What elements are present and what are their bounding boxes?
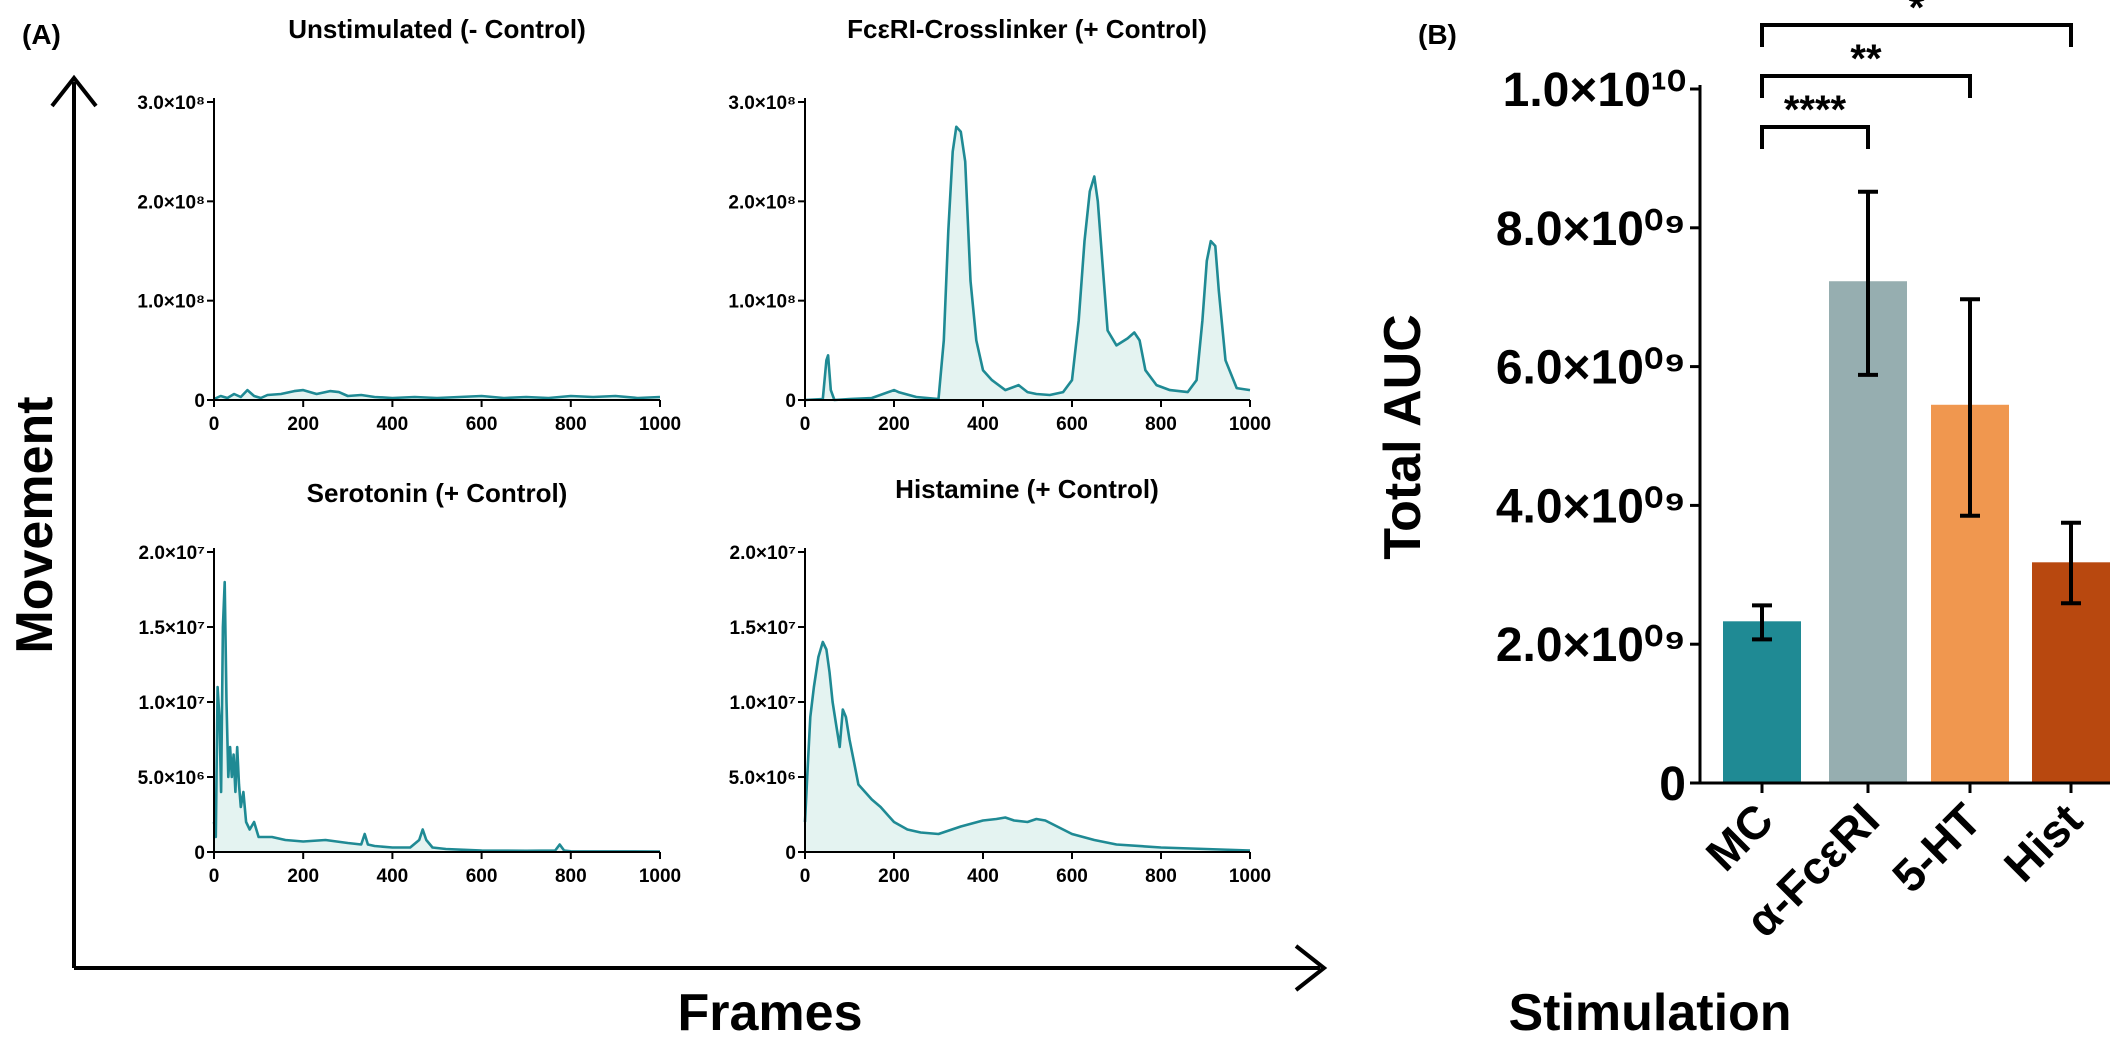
x-tick-label: 0 <box>209 414 220 435</box>
frames-axis-label: Frames <box>678 984 863 1042</box>
y-tick-label: 3.0×10⁸ <box>728 93 796 114</box>
subplot-title: Serotonin (+ Control) <box>307 478 568 508</box>
y-tick-label: 1.0×10⁸ <box>137 292 205 313</box>
y-tick-label: 3.0×10⁸ <box>137 93 205 114</box>
total-auc-axis-label: Total AUC <box>1374 314 1432 560</box>
x-tick-label: 1000 <box>1229 866 1271 887</box>
category-label: MC <box>1696 793 1783 880</box>
y-tick-label: 6.0×10⁰⁹ <box>1496 342 1686 395</box>
movement-line <box>803 640 1251 852</box>
subplot-title: FcεRI-Crosslinker (+ Control) <box>847 14 1207 44</box>
y-tick-label: 0 <box>785 391 796 412</box>
movement-area <box>805 642 1250 852</box>
y-tick-label: 5.0×10⁶ <box>729 768 796 789</box>
movement-line <box>804 125 1251 402</box>
x-tick-label: 1000 <box>1229 414 1271 435</box>
x-tick-label: 600 <box>466 866 498 887</box>
stimulation-axis-label: Stimulation <box>1508 984 1791 1042</box>
x-tick-label: 0 <box>209 866 220 887</box>
y-tick-label: 1.5×10⁷ <box>730 618 797 639</box>
y-tick-label: 8.0×10⁰⁹ <box>1496 203 1686 256</box>
significance-label: **** <box>1784 88 1847 132</box>
panel-a-label: (A) <box>22 19 61 50</box>
significance-label: ** <box>1850 37 1882 81</box>
x-tick-label: 200 <box>878 414 910 435</box>
subplot-title: Histamine (+ Control) <box>895 474 1159 504</box>
y-tick-label: 2.0×10⁰⁹ <box>1496 619 1686 672</box>
panel-a-axes <box>50 74 1328 992</box>
x-tick-label: 800 <box>555 414 587 435</box>
y-tick-label: 1.0×10⁸ <box>728 292 796 313</box>
x-tick-label: 0 <box>800 866 811 887</box>
x-tick-label: 600 <box>466 414 498 435</box>
y-tick-label: 1.0×10¹⁰ <box>1503 64 1686 117</box>
bar <box>1723 621 1801 783</box>
movement-line <box>213 388 661 401</box>
subplot-title: Unstimulated (- Control) <box>288 14 586 44</box>
y-tick-label: 0 <box>1659 758 1686 811</box>
x-tick-label: 0 <box>800 414 811 435</box>
x-tick-label: 400 <box>967 866 999 887</box>
y-tick-label: 5.0×10⁶ <box>138 768 205 789</box>
x-tick-label: 600 <box>1056 866 1088 887</box>
subplot-serotonin: Serotonin (+ Control) 0 200 400 600 800 1000 0 5… <box>138 478 682 887</box>
significance-bracket <box>1760 74 1972 98</box>
y-tick-label: 4.0×10⁰⁹ <box>1496 480 1686 533</box>
y-tick-label: 0 <box>785 843 796 864</box>
x-tick-label: 600 <box>1056 414 1088 435</box>
x-tick-label: 400 <box>377 414 409 435</box>
bar-chart-total-auc: 0 2.0×10⁰⁹ 4.0×10⁰⁹ 6.0×10⁰⁹ 8.0×10⁰⁹ 1.0×10¹… <box>1496 0 2110 947</box>
panel-b-label: (B) <box>1418 19 1457 50</box>
y-tick-label: 1.5×10⁷ <box>139 618 206 639</box>
subplot-histamine: Histamine (+ Control) 0 200 400 600 800 1000 0 5… <box>729 474 1272 887</box>
y-tick-label: 2.0×10⁷ <box>139 543 206 564</box>
subplot-unstimulated: Unstimulated (- Control) 0 200 400 600 800 100… <box>137 14 681 435</box>
movement-area <box>214 582 660 852</box>
x-tick-label: 200 <box>287 414 319 435</box>
x-tick-label: 200 <box>287 866 319 887</box>
x-tick-label: 1000 <box>639 414 681 435</box>
significance-bracket <box>1760 125 1870 149</box>
y-tick-label: 2.0×10⁸ <box>137 192 205 213</box>
significance-bracket <box>1760 23 2073 47</box>
y-tick-label: 0 <box>194 391 205 412</box>
subplot-crosslinker: FcεRI-Crosslinker (+ Control) 0 200 400 600 8… <box>728 14 1271 435</box>
movement-area <box>805 126 1250 401</box>
x-tick-label: 800 <box>1145 414 1177 435</box>
movement-line <box>212 580 661 853</box>
significance-label: * <box>1909 0 1925 30</box>
x-tick-label: 800 <box>555 866 587 887</box>
x-tick-label: 1000 <box>639 866 681 887</box>
x-tick-label: 400 <box>967 414 999 435</box>
category-label: 5-HT <box>1882 793 1991 902</box>
movement-axis-label: Movement <box>6 396 64 653</box>
y-tick-label: 2.0×10⁷ <box>730 543 797 564</box>
x-tick-label: 200 <box>878 866 910 887</box>
x-tick-label: 800 <box>1145 866 1177 887</box>
y-tick-label: 1.0×10⁷ <box>139 693 206 714</box>
x-tick-label: 400 <box>377 866 409 887</box>
category-label: Hist <box>1994 793 2092 891</box>
y-tick-label: 0 <box>194 843 205 864</box>
y-tick-label: 1.0×10⁷ <box>730 693 797 714</box>
y-tick-label: 2.0×10⁸ <box>728 192 796 213</box>
